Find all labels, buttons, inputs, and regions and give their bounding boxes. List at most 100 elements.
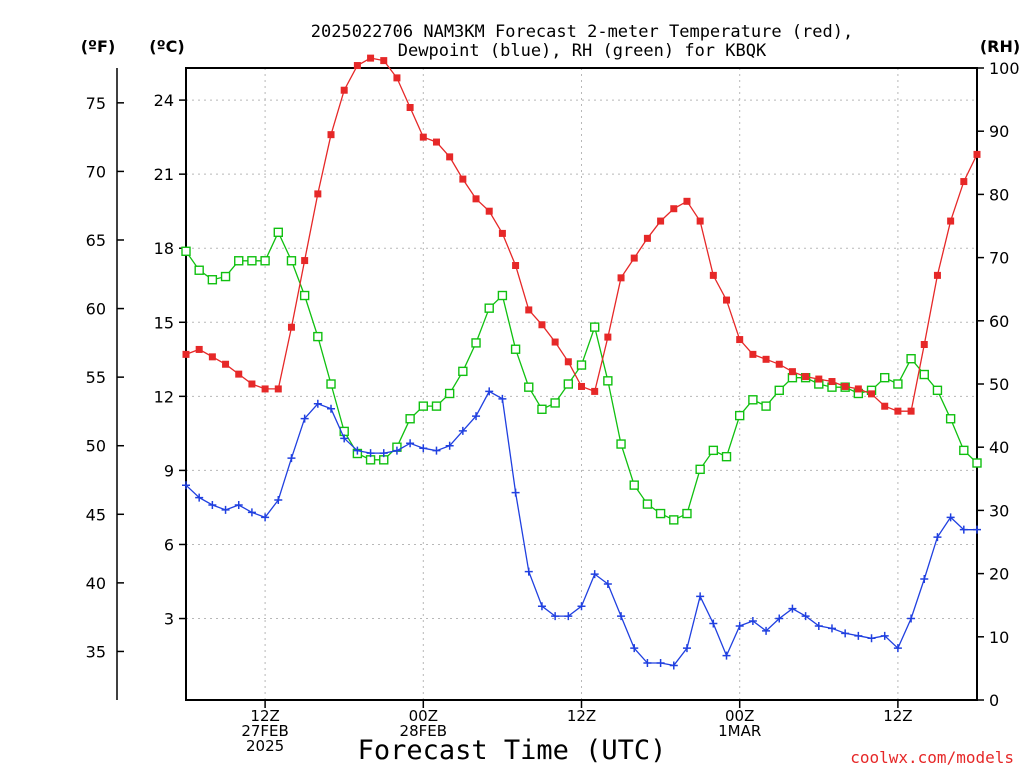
temperature-marker <box>868 390 876 398</box>
temperature-marker <box>446 153 454 161</box>
dewpoint-marker <box>524 567 533 576</box>
dewpoint-marker <box>946 513 955 522</box>
temperature-marker <box>327 131 335 139</box>
dewpoint-marker <box>630 644 639 653</box>
temperature-marker <box>709 271 717 279</box>
temperature-marker <box>604 333 612 341</box>
dewpoint-marker <box>458 426 467 435</box>
temperature-marker <box>841 382 849 390</box>
dewpoint-marker <box>788 604 797 613</box>
rh-marker <box>695 464 705 475</box>
temperature-marker <box>195 345 203 353</box>
rh-marker <box>616 439 626 449</box>
temperature-marker <box>248 380 256 388</box>
celsius-tick-label: 18 <box>154 239 174 258</box>
dewpoint-marker <box>959 525 968 534</box>
dewpoint-marker <box>682 644 691 653</box>
rh-marker <box>431 401 442 411</box>
rh-marker <box>642 499 653 509</box>
rh-marker <box>471 338 481 348</box>
dewpoint-marker <box>274 496 283 505</box>
dewpoint-marker <box>696 592 705 601</box>
temperature-marker <box>472 195 480 203</box>
dewpoint-marker <box>748 617 757 625</box>
temperature-marker <box>749 350 757 358</box>
temperature-marker <box>551 338 559 346</box>
dewpoint-marker <box>445 441 454 450</box>
rh-series <box>181 227 982 525</box>
rh-marker <box>945 414 956 424</box>
fahrenheit-tick-label: 55 <box>86 368 106 387</box>
temperature-marker <box>815 375 823 383</box>
rh-axis: 0 10 20 30 40 50 60 70 80 90 100 <box>977 59 1020 710</box>
rh-marker <box>510 344 521 354</box>
rh-marker <box>959 445 969 456</box>
dewpoint-marker <box>827 624 836 633</box>
dewpoint-marker <box>247 508 256 517</box>
temperature-marker <box>538 321 546 329</box>
dewpoint-marker <box>973 525 981 534</box>
celsius-tick-label: 12 <box>154 387 174 406</box>
rh-marker <box>550 398 560 408</box>
celsius-tick-label: 15 <box>154 313 174 332</box>
temperature-marker <box>960 178 968 186</box>
rh-tick-label: 20 <box>989 565 1009 584</box>
temperature-marker <box>261 385 269 393</box>
dewpoint-marker <box>234 500 243 509</box>
temperature-marker <box>235 370 243 378</box>
dewpoint-marker <box>300 414 309 423</box>
celsius-tick-label: 6 <box>164 535 174 554</box>
dewpoint-marker <box>854 631 863 640</box>
rh-marker <box>576 360 587 370</box>
rh-marker <box>405 414 415 424</box>
dewpoint-marker <box>893 644 902 653</box>
fahrenheit-tick-label: 50 <box>86 437 106 456</box>
temperature-marker <box>933 271 941 279</box>
celsius-unit-label: (ºC) <box>149 37 184 56</box>
dewpoint-marker <box>907 614 916 623</box>
celsius-tick-label: 24 <box>154 91 174 110</box>
temperature-marker <box>182 350 190 358</box>
temperature-marker <box>643 234 651 242</box>
time-tick-label: 12Z <box>567 707 596 725</box>
temperature-marker <box>353 62 361 70</box>
dewpoint-marker <box>801 612 810 621</box>
dewpoint-marker <box>577 602 586 611</box>
celsius-axis: 3 6 9 12 15 18 21 24 <box>154 91 186 629</box>
temperature-marker <box>657 217 665 225</box>
dewpoint-marker <box>498 394 507 403</box>
time-tick-label: 12Z <box>250 707 279 725</box>
dewpoint-marker <box>735 621 744 630</box>
dewpoint-marker <box>617 612 626 621</box>
temperature-marker <box>393 74 401 82</box>
dewpoint-marker <box>340 434 349 443</box>
dewpoint-marker <box>564 612 573 621</box>
rh-marker <box>537 404 547 414</box>
rh-tick-label: 0 <box>989 691 999 710</box>
dewpoint-marker <box>920 575 929 584</box>
temperature-marker <box>788 368 796 376</box>
rh-tick-label: 30 <box>989 501 1009 520</box>
rh-tick-label: 80 <box>989 185 1009 204</box>
temperature-marker <box>828 378 836 386</box>
dewpoint-marker <box>814 621 823 630</box>
temperature-marker <box>617 274 625 282</box>
temperature-marker <box>881 402 889 410</box>
dewpoint-marker <box>722 651 731 660</box>
temperature-marker <box>512 262 520 269</box>
rh-unit-label: (RH) <box>980 37 1020 56</box>
dewpoint-marker <box>669 661 678 670</box>
dewpoint-marker <box>366 449 375 458</box>
temperature-marker <box>854 385 862 393</box>
rh-marker <box>603 376 613 386</box>
temperature-marker <box>314 190 322 198</box>
temperature-marker <box>340 86 348 94</box>
dewpoint-marker <box>590 570 599 579</box>
rh-marker <box>682 508 692 519</box>
dewpoint-marker <box>775 614 784 623</box>
fahrenheit-tick-label: 70 <box>86 162 106 181</box>
rh-marker <box>524 382 534 392</box>
dewpoint-line <box>185 390 977 667</box>
temperature-marker <box>208 353 216 361</box>
